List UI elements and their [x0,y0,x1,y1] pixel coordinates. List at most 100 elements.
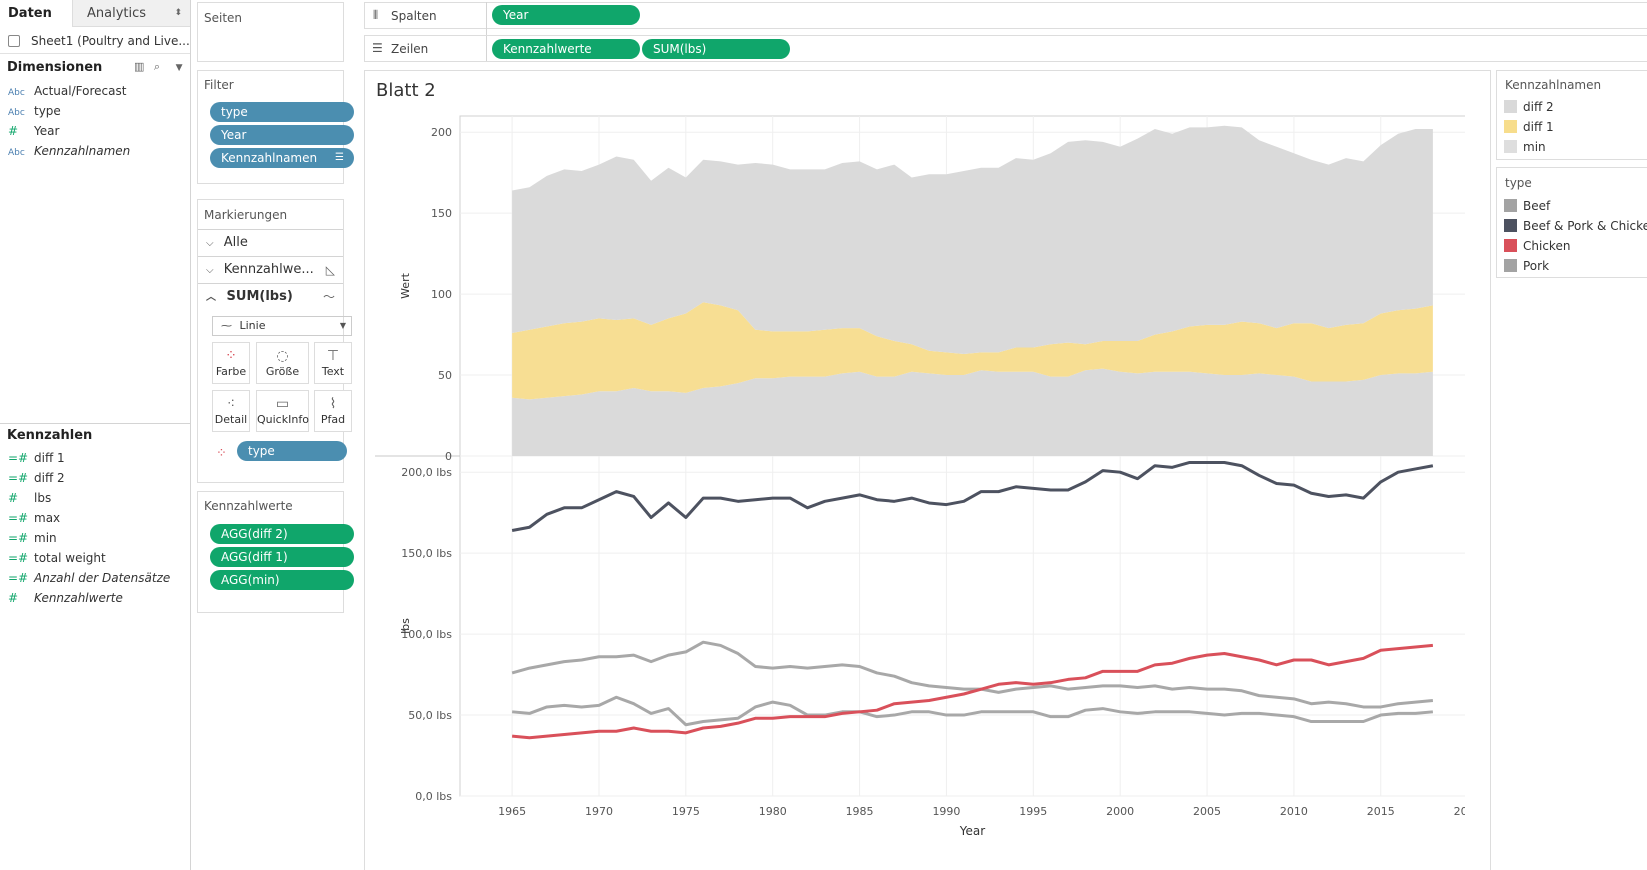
marks-row-kennzahlwerte[interactable]: ⌵ Kennzahlwe... ◺ [198,257,343,283]
legend-swatch [1504,100,1517,113]
legend-item[interactable]: diff 2 [1504,98,1554,117]
card-text[interactable]: ⊤ Text [314,342,352,384]
tooltip-icon: ▭ [275,396,290,412]
rows-pill-kennzahlwerte[interactable]: Kennzahlwerte [492,39,640,59]
view-list-icon[interactable]: ▥ [134,60,145,73]
rows-label: Zeilen [391,42,429,56]
marks-row-sumlbs[interactable]: ︿ SUM(lbs) 〜 [198,284,343,310]
chevron-down-icon: ⌵ [206,265,214,276]
x-tick-label: 1970 [585,805,613,818]
measure-value-pill[interactable]: AGG(diff 1) [210,547,354,567]
card-label: Größe [265,365,300,378]
card-tooltip[interactable]: ▭ QuickInfo [256,390,309,432]
legend-item[interactable]: Chicken [1504,237,1570,256]
filter-pill-year[interactable]: Year [210,125,354,145]
field-diff2[interactable]: =# diff 2 [8,468,65,488]
y-axis-label-lbs: lbs [399,618,412,634]
measures-divider [0,423,190,424]
area-mark-icon: ◺ [325,263,335,277]
legend-item[interactable]: min [1504,138,1546,157]
card-size[interactable]: ◌ Größe [256,342,309,384]
calc-number-icon: =# [8,531,29,545]
field-label: min [34,531,57,545]
field-max[interactable]: =# max [8,508,60,528]
filter-pill-kennzahlnamen[interactable]: Kennzahlnamen ☰ [210,148,354,168]
y-tick-label: 200 [431,126,452,139]
card-color[interactable]: ⁘ Farbe [212,342,250,384]
chart-svg[interactable]: 1965 1970 1975 1980 1985 1990 1995 2000 2005 2010… [365,106,1465,866]
y-tick-label: 50 [438,369,452,382]
legend-item[interactable]: diff 1 [1504,118,1554,137]
updown-icon: ⬍ [174,8,182,18]
calc-number-icon: =# [8,471,29,485]
y-tick-label: 0 [445,450,452,463]
tab-daten[interactable]: Daten [0,0,72,27]
x-tick-label: 1985 [846,805,874,818]
marks-divider [198,256,343,257]
rows-shelf[interactable]: ☰ Zeilen [364,35,1647,62]
legend-label: min [1523,140,1546,154]
columns-shelf[interactable]: ⫴ Spalten [364,2,1647,29]
legend-swatch [1504,199,1517,212]
field-label: diff 1 [34,451,65,465]
calc-number-icon: =# [8,451,29,465]
legend-item[interactable]: Pork [1504,257,1549,276]
filter-pill-type[interactable]: type [210,102,354,122]
measure-value-pill[interactable]: AGG(diff 2) [210,524,354,544]
field-lbs[interactable]: # lbs [8,488,51,508]
marks-row-label: SUM(lbs) [226,289,293,304]
card-detail[interactable]: ⁖ Detail [212,390,250,432]
field-year[interactable]: # Year [8,121,59,141]
field-anzahl-datensaetze[interactable]: =# Anzahl der Datensätze [8,568,170,588]
columns-pill-year[interactable]: Year [492,5,640,25]
x-tick-label: 2010 [1280,805,1308,818]
field-kennzahlnamen[interactable]: Abc Kennzahlnamen [8,141,130,161]
string-icon: Abc [8,88,25,98]
card-path[interactable]: ⌇ Pfad [314,390,352,432]
marks-divider [198,283,343,284]
field-kennzahlwerte[interactable]: # Kennzahlwerte [8,588,123,608]
field-diff1[interactable]: =# diff 1 [8,448,65,468]
legend-label: Chicken [1523,239,1571,253]
legend-names-card: Kennzahlnamen [1496,70,1647,160]
legend-label: diff 2 [1523,100,1554,114]
columns-icon: ⫴ [373,8,379,22]
legend-item[interactable]: Beef & Pork & Chicken [1504,217,1647,236]
legend-swatch [1504,219,1517,232]
area-band-diff-2 [512,125,1433,354]
legend-item[interactable]: Beef [1504,197,1550,216]
datasource-row[interactable]: Sheet1 (Poultry and Live... [0,29,190,54]
legend-label: Pork [1523,259,1550,273]
mark-type-value: Linie [239,319,266,332]
line-series-beef [511,640,1434,709]
chevron-down-icon[interactable]: ▼ [175,63,183,73]
field-label: Kennzahlwerte [34,591,123,605]
field-label: Actual/Forecast [34,84,127,98]
marks-color-pill-type[interactable]: type [237,441,347,461]
rows-pill-sumlbs[interactable]: SUM(lbs) [642,39,790,59]
sort-icon: ☰ [335,152,344,163]
datasource-icon [8,35,20,47]
search-icon[interactable]: ⌕ [153,60,161,73]
area-band-min [512,368,1433,456]
mark-type-select[interactable]: ⁓ Linie ▼ [212,316,352,336]
field-min[interactable]: =# min [8,528,57,548]
rows-icon: ☰ [372,41,383,55]
pages-card[interactable]: Seiten [197,2,344,62]
marks-row-all[interactable]: ⌵ Alle [198,230,343,256]
tab-analytics-label: Analytics [87,6,147,21]
legend-swatch [1504,140,1517,153]
field-actual-forecast[interactable]: Abc Actual/Forecast [8,81,126,101]
x-tick-label: 1975 [672,805,700,818]
calc-number-icon: =# [8,511,29,525]
measure-value-pill[interactable]: AGG(min) [210,570,354,590]
tab-analytics[interactable]: Analytics ⬍ [72,0,190,27]
card-label: Pfad [320,413,346,426]
field-total-weight[interactable]: =# total weight [8,548,106,568]
detail-icon: ⁖ [226,396,236,412]
x-tick-label: 1965 [498,805,526,818]
path-icon: ⌇ [329,396,337,412]
calc-number-icon: =# [8,551,29,565]
field-type[interactable]: Abc type [8,101,61,121]
number-icon: # [8,491,19,505]
